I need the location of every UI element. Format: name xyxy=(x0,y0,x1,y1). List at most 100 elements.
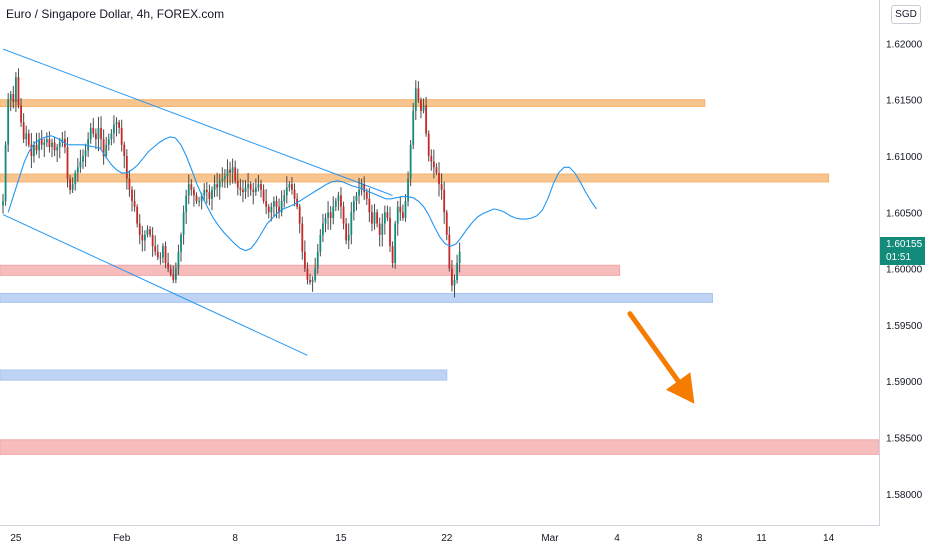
candle-body xyxy=(92,127,95,134)
time-tick-label: 4 xyxy=(614,533,620,544)
candle-body xyxy=(45,139,48,143)
candle-body xyxy=(213,184,216,190)
blue-zone xyxy=(0,292,713,303)
candle-body xyxy=(35,144,38,151)
time-axis[interactable]: 25 Feb 8 15 22 Mar 4 8 11 14 xyxy=(10,533,834,544)
candle xyxy=(216,172,219,197)
candle-body xyxy=(71,184,74,190)
candle-body xyxy=(425,105,428,134)
candle-body xyxy=(376,212,378,224)
currency-button[interactable]: SGD xyxy=(891,5,921,24)
candle-body xyxy=(363,184,366,193)
price-tick-label: 1.58500 xyxy=(886,434,923,445)
candle xyxy=(407,171,409,207)
candle xyxy=(231,158,234,184)
candle-body xyxy=(53,142,56,151)
candle-body xyxy=(61,139,64,143)
candle-body xyxy=(453,279,456,286)
candle-body xyxy=(443,189,446,213)
candle xyxy=(345,218,348,245)
candle xyxy=(58,137,61,159)
candle-body xyxy=(275,201,278,207)
candle-body xyxy=(309,279,311,283)
candle-body xyxy=(128,178,131,190)
candle-body xyxy=(216,184,219,188)
candle-body xyxy=(301,223,304,252)
candle-body xyxy=(381,223,384,235)
candle-body xyxy=(448,234,451,269)
candle-body xyxy=(172,274,175,280)
candle xyxy=(260,179,262,198)
price-tick-label: 1.60000 xyxy=(886,265,923,276)
candle xyxy=(402,204,404,221)
candle-body xyxy=(7,99,10,145)
candle xyxy=(149,226,151,238)
candle-body xyxy=(48,139,51,148)
candle-body xyxy=(334,201,337,207)
candle-body xyxy=(345,223,348,241)
candle-body xyxy=(273,201,275,207)
candle-body xyxy=(440,184,443,190)
candle xyxy=(2,193,4,214)
time-tick-label: 8 xyxy=(697,533,703,544)
candle-body xyxy=(187,184,190,196)
candle-body xyxy=(9,94,12,100)
candle xyxy=(51,138,53,158)
candle xyxy=(92,118,95,138)
candle xyxy=(337,191,340,211)
candle-body xyxy=(218,180,221,188)
candle xyxy=(45,132,48,148)
candle xyxy=(74,170,77,191)
candle-body xyxy=(167,263,170,269)
candle xyxy=(133,189,136,212)
candle xyxy=(198,196,200,207)
candle xyxy=(236,168,239,196)
candle-body xyxy=(200,195,203,202)
candle-body xyxy=(327,212,329,218)
candle xyxy=(285,176,288,204)
arrow-layer xyxy=(627,311,695,404)
candle xyxy=(66,137,69,188)
candle-body xyxy=(231,167,234,173)
candle xyxy=(425,96,428,137)
candle-body xyxy=(89,127,92,140)
trendline xyxy=(2,214,308,356)
candle xyxy=(25,125,28,147)
candle xyxy=(226,159,229,188)
candle-body xyxy=(51,142,53,148)
candle xyxy=(138,214,141,245)
candle-body xyxy=(438,172,440,185)
arrow-head xyxy=(665,372,695,404)
candle-body xyxy=(177,251,180,269)
candle-body xyxy=(420,99,422,111)
candle xyxy=(288,181,291,192)
candle xyxy=(69,174,71,195)
candle-body xyxy=(298,206,301,224)
candle xyxy=(43,138,46,158)
candle-body xyxy=(236,180,239,188)
candle xyxy=(156,244,159,261)
candle xyxy=(453,274,456,298)
price-tick-label: 1.61500 xyxy=(886,96,923,107)
candle xyxy=(334,197,337,212)
candle-body xyxy=(226,169,229,177)
candle-body xyxy=(368,198,371,213)
price-axis[interactable]: 1.62000 1.61500 1.61000 1.60500 1.60000 1.595… xyxy=(886,39,923,500)
candle-body xyxy=(195,195,198,202)
candle xyxy=(100,116,102,151)
candle-body xyxy=(43,142,46,145)
candle-body xyxy=(105,144,108,157)
candle xyxy=(154,235,157,256)
candle-body xyxy=(138,223,141,235)
candle-body xyxy=(136,206,139,224)
candle-body xyxy=(435,167,438,173)
candle-body xyxy=(221,178,224,181)
candle-body xyxy=(118,122,120,128)
candle-body xyxy=(146,229,149,235)
candle-body xyxy=(12,94,15,102)
candle-body xyxy=(350,212,353,235)
candle-body xyxy=(66,147,69,179)
candle xyxy=(247,172,249,198)
candle-body xyxy=(407,178,409,202)
